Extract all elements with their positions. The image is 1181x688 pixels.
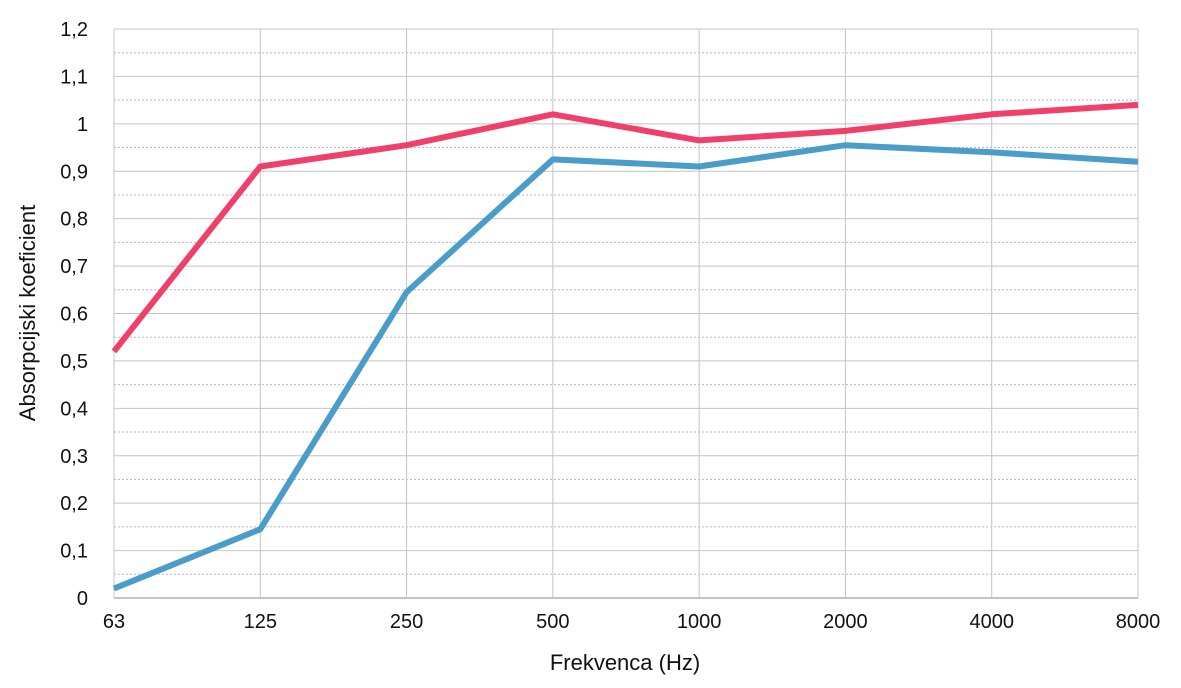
y-tick-label: 1 [77,114,88,136]
x-axis-title: Frekvenca (Hz) [550,650,700,675]
y-tick-label: 0,3 [60,446,88,468]
x-tick-label: 63 [103,611,125,633]
x-tick-label: 250 [390,611,423,633]
y-tick-label: 0,2 [60,493,88,515]
x-tick-label: 1000 [677,611,722,633]
x-tick-label: 500 [536,611,569,633]
y-axis-ticks: 0 0,1 0,2 0,3 0,4 0,5 0,6 0,7 0,8 0,9 1 1,1 1,2 [60,19,88,610]
y-tick-label: 0,7 [60,256,88,278]
y-tick-label: 0,1 [60,541,88,563]
y-tick-label: 0,9 [60,161,88,183]
grid [113,28,1139,599]
y-tick-label: 0,4 [60,398,88,420]
series-line-1 [111,101,1139,354]
x-tick-label: 125 [244,611,277,633]
y-tick-label: 0,8 [60,209,88,231]
series-line-2 [112,142,1139,592]
y-tick-label: 1,1 [60,66,88,88]
y-axis-title: Absorpcijski koeficient [15,205,40,421]
x-tick-label: 4000 [969,611,1014,633]
y-tick-label: 0 [77,588,88,610]
y-tick-label: 1,2 [60,19,88,41]
x-tick-label: 2000 [823,611,868,633]
y-tick-label: 0,5 [60,351,88,373]
y-tick-label: 0,6 [60,304,88,326]
series-lines [111,101,1139,592]
x-tick-label: 8000 [1116,611,1161,633]
x-axis-ticks: 63 125 250 500 1000 2000 4000 8000 [103,611,1160,633]
